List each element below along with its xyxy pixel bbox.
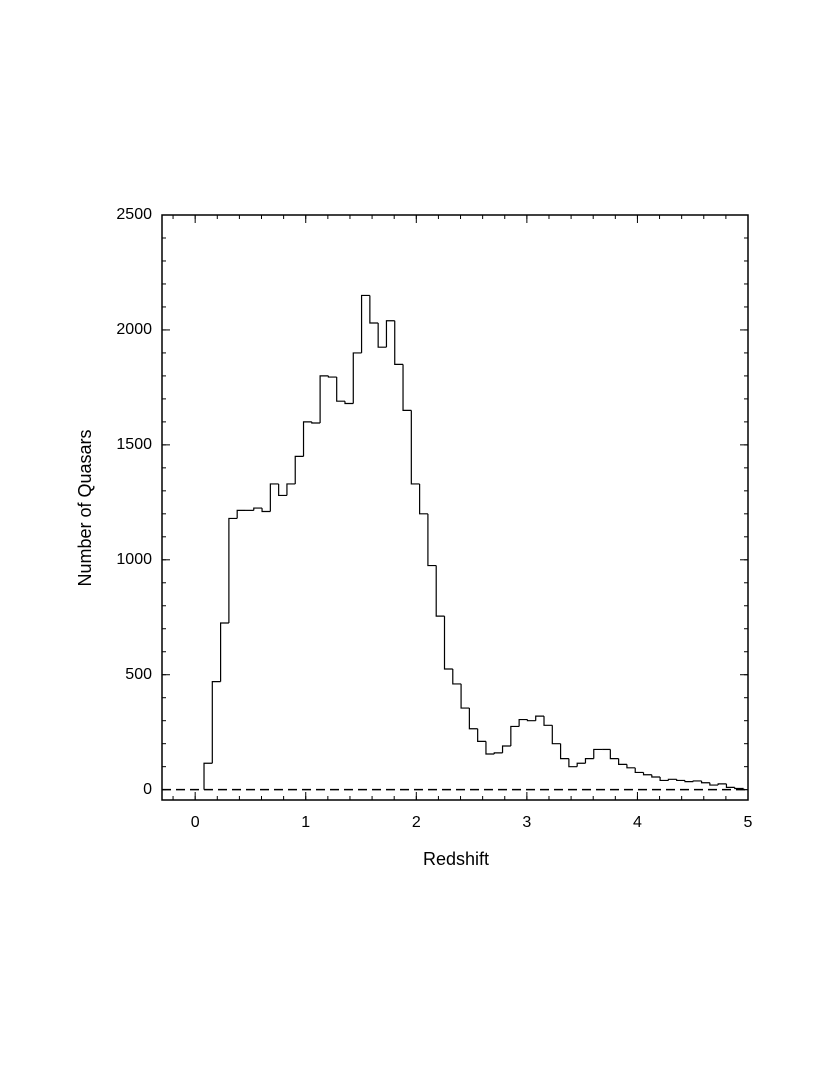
y-tick-label: 1500 xyxy=(116,436,152,453)
histogram-bin xyxy=(278,483,287,497)
histogram-bin xyxy=(717,783,727,786)
histogram-bin xyxy=(302,421,312,457)
histogram-bin xyxy=(535,715,545,721)
y-tick-label: 2000 xyxy=(116,321,152,338)
histogram-bin xyxy=(477,728,486,742)
x-axis-label: Redshift xyxy=(423,849,489,869)
histogram-bin xyxy=(659,777,669,782)
histogram-bin xyxy=(684,780,694,783)
histogram-bin xyxy=(410,410,420,485)
histogram-bin xyxy=(427,513,437,567)
histogram-bin xyxy=(651,774,661,778)
histogram-bin xyxy=(667,778,677,781)
histogram-bin xyxy=(327,375,337,378)
histogram-bin xyxy=(485,741,495,755)
histogram-bin xyxy=(510,725,520,746)
histogram-bin xyxy=(385,320,395,348)
x-tick-label: 5 xyxy=(744,814,753,831)
histogram-bin xyxy=(568,758,578,768)
histogram-bin xyxy=(609,749,619,760)
y-tick-label: 0 xyxy=(143,781,152,798)
y-tick-label: 2500 xyxy=(116,206,152,223)
histogram-bin xyxy=(709,782,719,786)
histogram-bin xyxy=(261,508,271,513)
histogram-bin xyxy=(543,716,553,726)
histogram-bin xyxy=(269,483,279,512)
histogram-bin xyxy=(360,294,370,353)
histogram-bin xyxy=(584,758,594,764)
histogram-bin xyxy=(593,748,603,759)
histogram-bin xyxy=(618,758,627,765)
histogram-bin xyxy=(676,779,685,782)
histogram-bin xyxy=(336,377,345,402)
histogram-bin xyxy=(311,421,321,424)
histogram-bin xyxy=(634,767,644,774)
histogram-bin xyxy=(551,725,561,745)
histogram-bin xyxy=(642,772,652,776)
histogram-bin xyxy=(468,708,478,730)
x-tick-label: 4 xyxy=(633,814,642,831)
histogram-bin xyxy=(211,681,221,764)
plot-frame xyxy=(161,214,749,801)
plot-area xyxy=(203,294,744,790)
histogram-bin xyxy=(319,375,329,424)
histogram-bin xyxy=(228,517,238,624)
histogram-bin xyxy=(369,295,379,324)
histogram-bin xyxy=(344,401,354,405)
x-tick-label: 0 xyxy=(191,814,200,831)
histogram-bin xyxy=(294,455,304,484)
histogram-bin xyxy=(253,507,263,511)
histogram-bin xyxy=(725,783,735,788)
y-axis-label: Number of Quasars xyxy=(75,429,95,586)
histogram-bin xyxy=(352,352,362,404)
histogram-bin xyxy=(626,764,636,769)
histogram-bin xyxy=(501,745,511,753)
x-tick-label: 3 xyxy=(522,814,531,831)
histogram-bin xyxy=(419,483,428,515)
histogram-bin xyxy=(220,622,229,682)
y-tick-label: 1000 xyxy=(116,551,152,568)
histogram-bin xyxy=(203,762,213,790)
histogram-bin xyxy=(518,718,528,727)
histogram-bin xyxy=(452,668,462,685)
histogram-bin xyxy=(692,780,702,782)
histogram-bin xyxy=(394,320,404,366)
x-tick-label: 2 xyxy=(412,814,421,831)
histogram-bin xyxy=(559,743,569,760)
histogram-bin xyxy=(443,616,453,670)
histogram-bin xyxy=(526,719,536,722)
histogram-bin xyxy=(435,565,445,617)
histogram-bin xyxy=(236,509,246,519)
y-tick-label: 500 xyxy=(125,666,152,683)
histogram-bin xyxy=(493,752,503,755)
histogram-bin xyxy=(286,483,296,496)
x-tick-label: 1 xyxy=(301,814,310,831)
histogram-bin xyxy=(576,762,586,767)
histogram-bin xyxy=(377,323,387,348)
histogram-bin xyxy=(402,364,412,411)
histogram-bin xyxy=(700,780,710,784)
histogram-bin xyxy=(460,683,470,709)
